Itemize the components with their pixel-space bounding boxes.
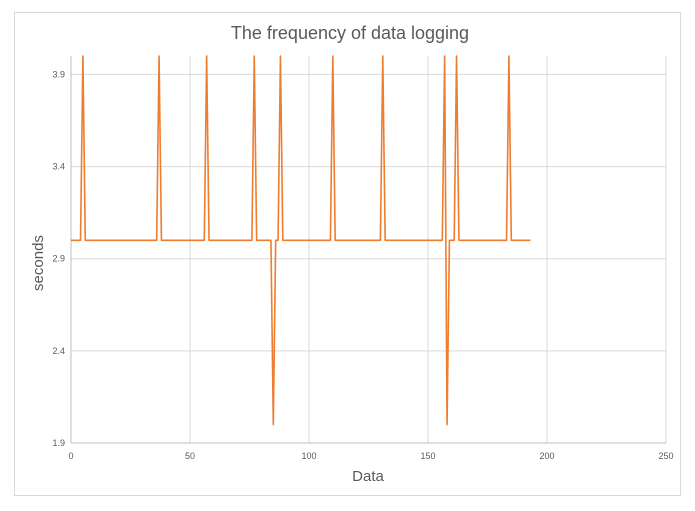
x-tick-label: 250: [658, 451, 673, 461]
x-axis-label: Data: [352, 468, 384, 485]
chart-area: The frequency of data logging 0 50 100 150 2…: [14, 12, 681, 496]
y-tick-label: 3.9: [52, 69, 65, 79]
gridlines: [71, 56, 667, 444]
chart-title: The frequency of data logging: [231, 23, 469, 43]
chart-svg: The frequency of data logging 0 50 100 150 2…: [30, 23, 674, 485]
axes: [70, 56, 666, 444]
y-tick-label: 1.9: [52, 438, 65, 448]
y-axis-label: seconds: [30, 235, 47, 291]
tick-labels: 0 50 100 150 200 250 1.9 2.4 2.9 3.4 3.9: [52, 69, 673, 461]
y-tick-label: 2.4: [52, 346, 65, 356]
series-line: [71, 55, 531, 426]
x-tick-label: 100: [301, 451, 316, 461]
x-tick-label: 150: [420, 451, 435, 461]
series-layer: [71, 55, 531, 426]
x-tick-label: 200: [539, 451, 554, 461]
y-tick-label: 2.9: [52, 254, 65, 264]
x-tick-label: 50: [185, 451, 195, 461]
x-tick-label: 0: [68, 451, 73, 461]
y-tick-label: 3.4: [52, 162, 65, 172]
